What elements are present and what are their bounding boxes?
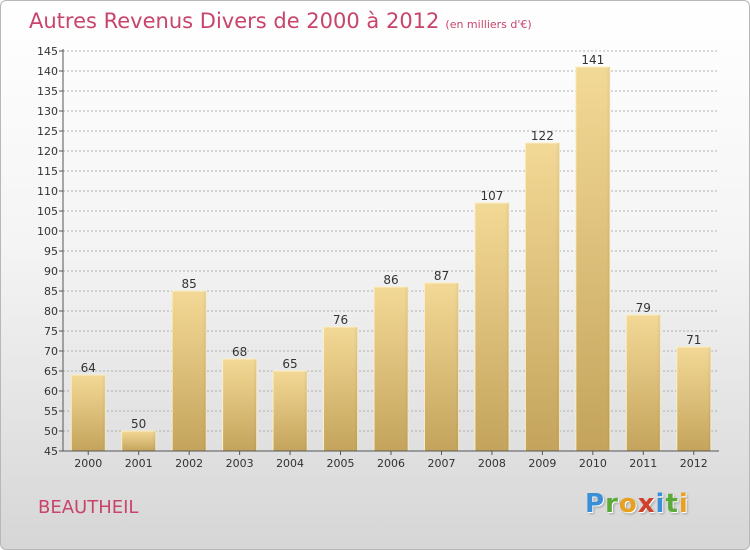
chart-title-main: Autres Revenus Divers de 2000 à 2012 (29, 9, 440, 33)
y-tick-label: 75 (44, 325, 58, 338)
y-tick-label: 65 (44, 365, 58, 378)
bar-shading (374, 287, 408, 451)
bar-shading (222, 359, 257, 451)
y-tick-label: 85 (44, 285, 58, 298)
y-tick-label: 105 (37, 205, 58, 218)
data-label: 86 (383, 273, 398, 287)
chart-title: Autres Revenus Divers de 2000 à 2012 (en … (29, 9, 532, 33)
data-label: 50 (131, 417, 146, 431)
bar-shading (71, 375, 106, 451)
proxiti-logo: Proxiti (585, 489, 689, 519)
y-tick-label: 145 (37, 45, 58, 58)
y-tick-label: 130 (37, 105, 58, 118)
data-label: 64 (81, 361, 96, 375)
y-tick-label: 115 (37, 165, 58, 178)
y-tick-label: 60 (44, 385, 58, 398)
x-tick-label: 2010 (579, 457, 607, 470)
x-tick-label: 2005 (327, 457, 355, 470)
bar-shading (424, 283, 459, 451)
y-tick-label: 140 (37, 65, 58, 78)
axes: 45 50 55 60 65 70 75 80 85 90 95 100 105 110 115 120 125… (37, 45, 719, 470)
logo-letter: i (655, 489, 666, 519)
bar-shading (323, 327, 358, 451)
y-tick-label: 55 (44, 405, 58, 418)
bar-shading (676, 347, 711, 451)
chart-title-unit: (en milliers d'€) (445, 18, 532, 31)
logo-letter: r (605, 489, 619, 519)
x-tick-label: 2006 (377, 457, 405, 470)
bar-shading (172, 291, 207, 451)
y-tick-label: 135 (37, 85, 58, 98)
x-tick-label: 2011 (629, 457, 657, 470)
x-tick-label: 2004 (276, 457, 304, 470)
x-tick-label: 2008 (478, 457, 506, 470)
bar-shading (273, 371, 308, 451)
bar-shading (626, 315, 661, 451)
data-label: 76 (333, 313, 348, 327)
bar-shading (121, 431, 156, 451)
x-tick-label: 2002 (175, 457, 203, 470)
bar-shading (474, 203, 509, 451)
logo-letter: o (618, 489, 638, 519)
x-tick-label: 2012 (680, 457, 708, 470)
data-label: 68 (232, 345, 247, 359)
y-tick-label: 100 (37, 225, 58, 238)
y-tick-label: 95 (44, 245, 58, 258)
logo-letter: i (678, 489, 689, 519)
data-label: 71 (686, 333, 701, 347)
y-tick-label: 90 (44, 265, 58, 278)
bar-shading (525, 143, 560, 451)
data-label: 107 (480, 189, 503, 203)
commune-name: BEAUTHEIL (38, 497, 139, 518)
bar-shading (575, 67, 610, 451)
x-tick-label: 2009 (528, 457, 556, 470)
data-label: 87 (434, 269, 449, 283)
x-tick-label: 2001 (125, 457, 153, 470)
y-tick-label: 110 (37, 185, 58, 198)
logo-letter: x (637, 489, 656, 519)
data-label: 122 (531, 129, 554, 143)
data-label: 141 (581, 53, 604, 67)
y-tick-label: 80 (44, 305, 58, 318)
x-tick-label: 2003 (226, 457, 254, 470)
data-label: 65 (282, 357, 297, 371)
data-label: 79 (636, 301, 651, 315)
y-tick-label: 120 (37, 145, 58, 158)
x-tick-label: 2000 (74, 457, 102, 470)
y-tick-label: 125 (37, 125, 58, 138)
y-tick-label: 45 (44, 445, 58, 458)
y-tick-label: 50 (44, 425, 58, 438)
logo-letter: t (665, 489, 679, 519)
data-label: 85 (182, 277, 197, 291)
y-tick-label: 70 (44, 345, 58, 358)
x-tick-label: 2007 (427, 457, 455, 470)
logo-letter: P (585, 489, 606, 519)
